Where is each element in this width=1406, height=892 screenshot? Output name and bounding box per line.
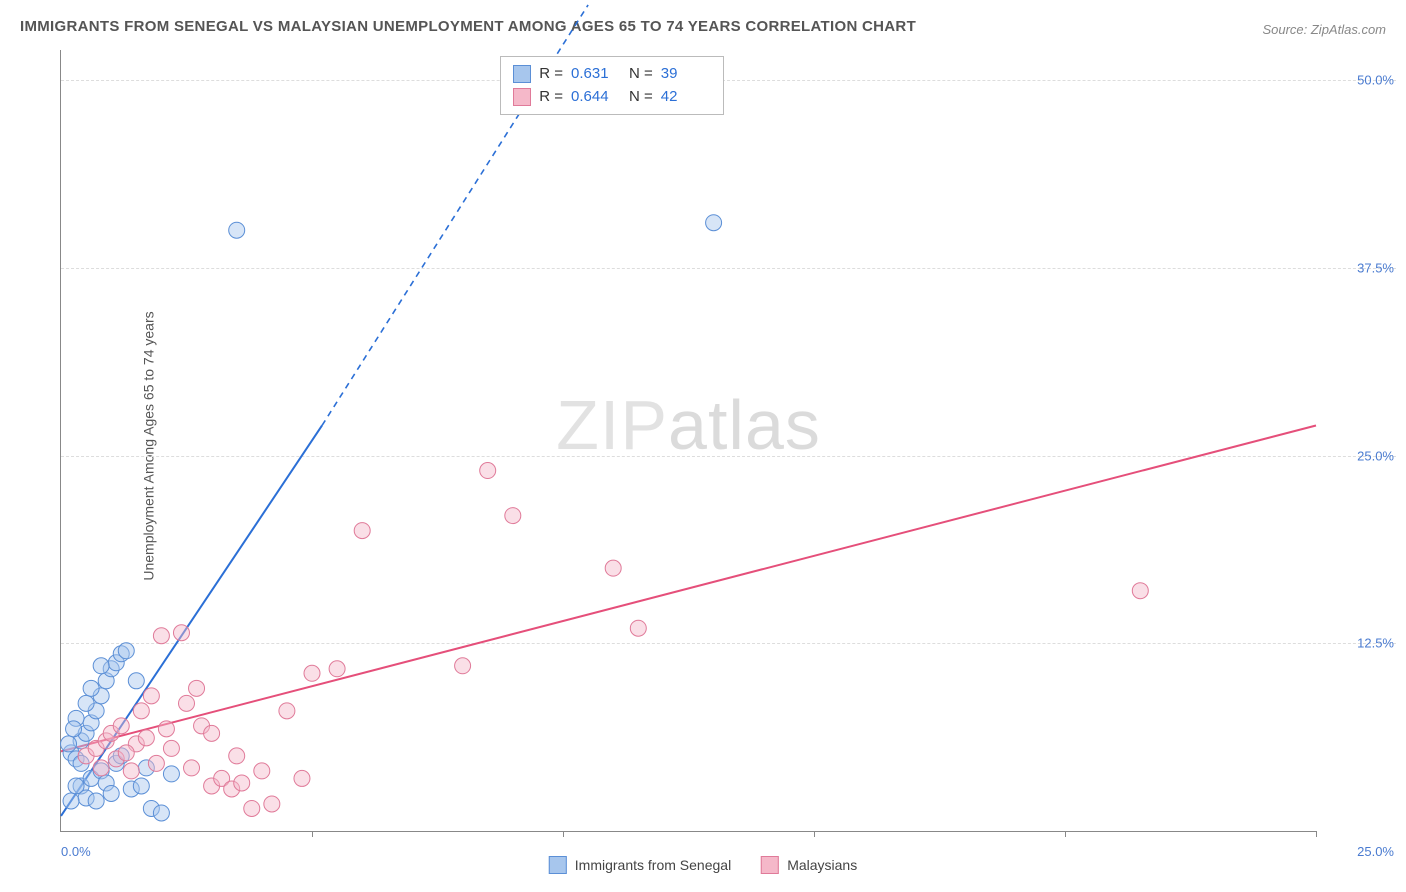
scatter-point bbox=[455, 658, 471, 674]
scatter-point bbox=[189, 680, 205, 696]
scatter-point bbox=[93, 760, 109, 776]
n-label: N = bbox=[629, 86, 653, 109]
r-value-malaysian: 0.644 bbox=[571, 86, 621, 109]
scatter-point bbox=[304, 665, 320, 681]
scatter-point bbox=[173, 625, 189, 641]
scatter-point bbox=[66, 721, 82, 737]
scatter-point bbox=[123, 763, 139, 779]
scatter-point bbox=[153, 805, 169, 821]
swatch-malaysian bbox=[761, 856, 779, 874]
swatch-senegal bbox=[513, 65, 531, 83]
source-attribution: Source: ZipAtlas.com bbox=[1262, 22, 1386, 37]
scatter-point bbox=[118, 643, 134, 659]
scatter-point bbox=[138, 730, 154, 746]
scatter-point bbox=[279, 703, 295, 719]
scatter-point bbox=[148, 755, 164, 771]
scatter-point bbox=[354, 523, 370, 539]
scatter-point bbox=[113, 718, 129, 734]
swatch-malaysian bbox=[513, 88, 531, 106]
scatter-point bbox=[88, 793, 104, 809]
scatter-point bbox=[68, 778, 84, 794]
legend-item-malaysian: Malaysians bbox=[761, 856, 857, 874]
scatter-point bbox=[244, 800, 260, 816]
scatter-point bbox=[480, 463, 496, 479]
scatter-point bbox=[163, 766, 179, 782]
legend-item-senegal: Immigrants from Senegal bbox=[549, 856, 731, 874]
chart-title: IMMIGRANTS FROM SENEGAL VS MALAYSIAN UNE… bbox=[20, 18, 916, 35]
bottom-legend: Immigrants from Senegal Malaysians bbox=[549, 856, 857, 874]
legend-label-senegal: Immigrants from Senegal bbox=[575, 857, 731, 873]
scatter-point bbox=[294, 770, 310, 786]
scatter-point bbox=[103, 785, 119, 801]
scatter-point bbox=[83, 680, 99, 696]
scatter-point bbox=[61, 736, 77, 752]
scatter-point bbox=[78, 695, 94, 711]
n-value-senegal: 39 bbox=[661, 63, 711, 86]
scatter-point bbox=[605, 560, 621, 576]
scatter-point bbox=[706, 215, 722, 231]
legend-label-malaysian: Malaysians bbox=[787, 857, 857, 873]
scatter-point bbox=[93, 658, 109, 674]
r-label: R = bbox=[539, 63, 563, 86]
scatter-point bbox=[234, 775, 250, 791]
scatter-point bbox=[329, 661, 345, 677]
scatter-point bbox=[1132, 583, 1148, 599]
scatter-point bbox=[179, 695, 195, 711]
scatter-point bbox=[128, 673, 144, 689]
scatter-point bbox=[153, 628, 169, 644]
r-value-senegal: 0.631 bbox=[571, 63, 621, 86]
legend-stats-row-malaysian: R = 0.644 N = 42 bbox=[513, 86, 711, 109]
scatter-point bbox=[133, 778, 149, 794]
plot-area: ZIPatlas 12.5%25.0%37.5%50.0% R = 0.631 … bbox=[60, 50, 1316, 832]
scatter-point bbox=[158, 721, 174, 737]
y-tick-label: 25.0% bbox=[1357, 448, 1394, 463]
y-tick-label: 12.5% bbox=[1357, 636, 1394, 651]
scatter-point bbox=[229, 748, 245, 764]
legend-stats-row-senegal: R = 0.631 N = 39 bbox=[513, 63, 711, 86]
scatter-point bbox=[229, 222, 245, 238]
n-value-malaysian: 42 bbox=[661, 86, 711, 109]
x-tick-origin: 0.0% bbox=[61, 844, 91, 859]
scatter-point bbox=[63, 793, 79, 809]
scatter-point bbox=[133, 703, 149, 719]
scatter-point bbox=[118, 745, 134, 761]
legend-stats-box: R = 0.631 N = 39 R = 0.644 N = 42 bbox=[500, 56, 724, 115]
scatter-point bbox=[254, 763, 270, 779]
scatter-point bbox=[163, 740, 179, 756]
scatter-point bbox=[264, 796, 280, 812]
scatter-point bbox=[184, 760, 200, 776]
scatter-point bbox=[505, 508, 521, 524]
scatter-point bbox=[630, 620, 646, 636]
y-tick-label: 37.5% bbox=[1357, 260, 1394, 275]
scatter-svg bbox=[61, 50, 1316, 831]
swatch-senegal bbox=[549, 856, 567, 874]
x-tick-end: 25.0% bbox=[1357, 844, 1394, 859]
y-tick-label: 50.0% bbox=[1357, 73, 1394, 88]
r-label: R = bbox=[539, 86, 563, 109]
scatter-point bbox=[204, 725, 220, 741]
scatter-point bbox=[143, 688, 159, 704]
n-label: N = bbox=[629, 63, 653, 86]
